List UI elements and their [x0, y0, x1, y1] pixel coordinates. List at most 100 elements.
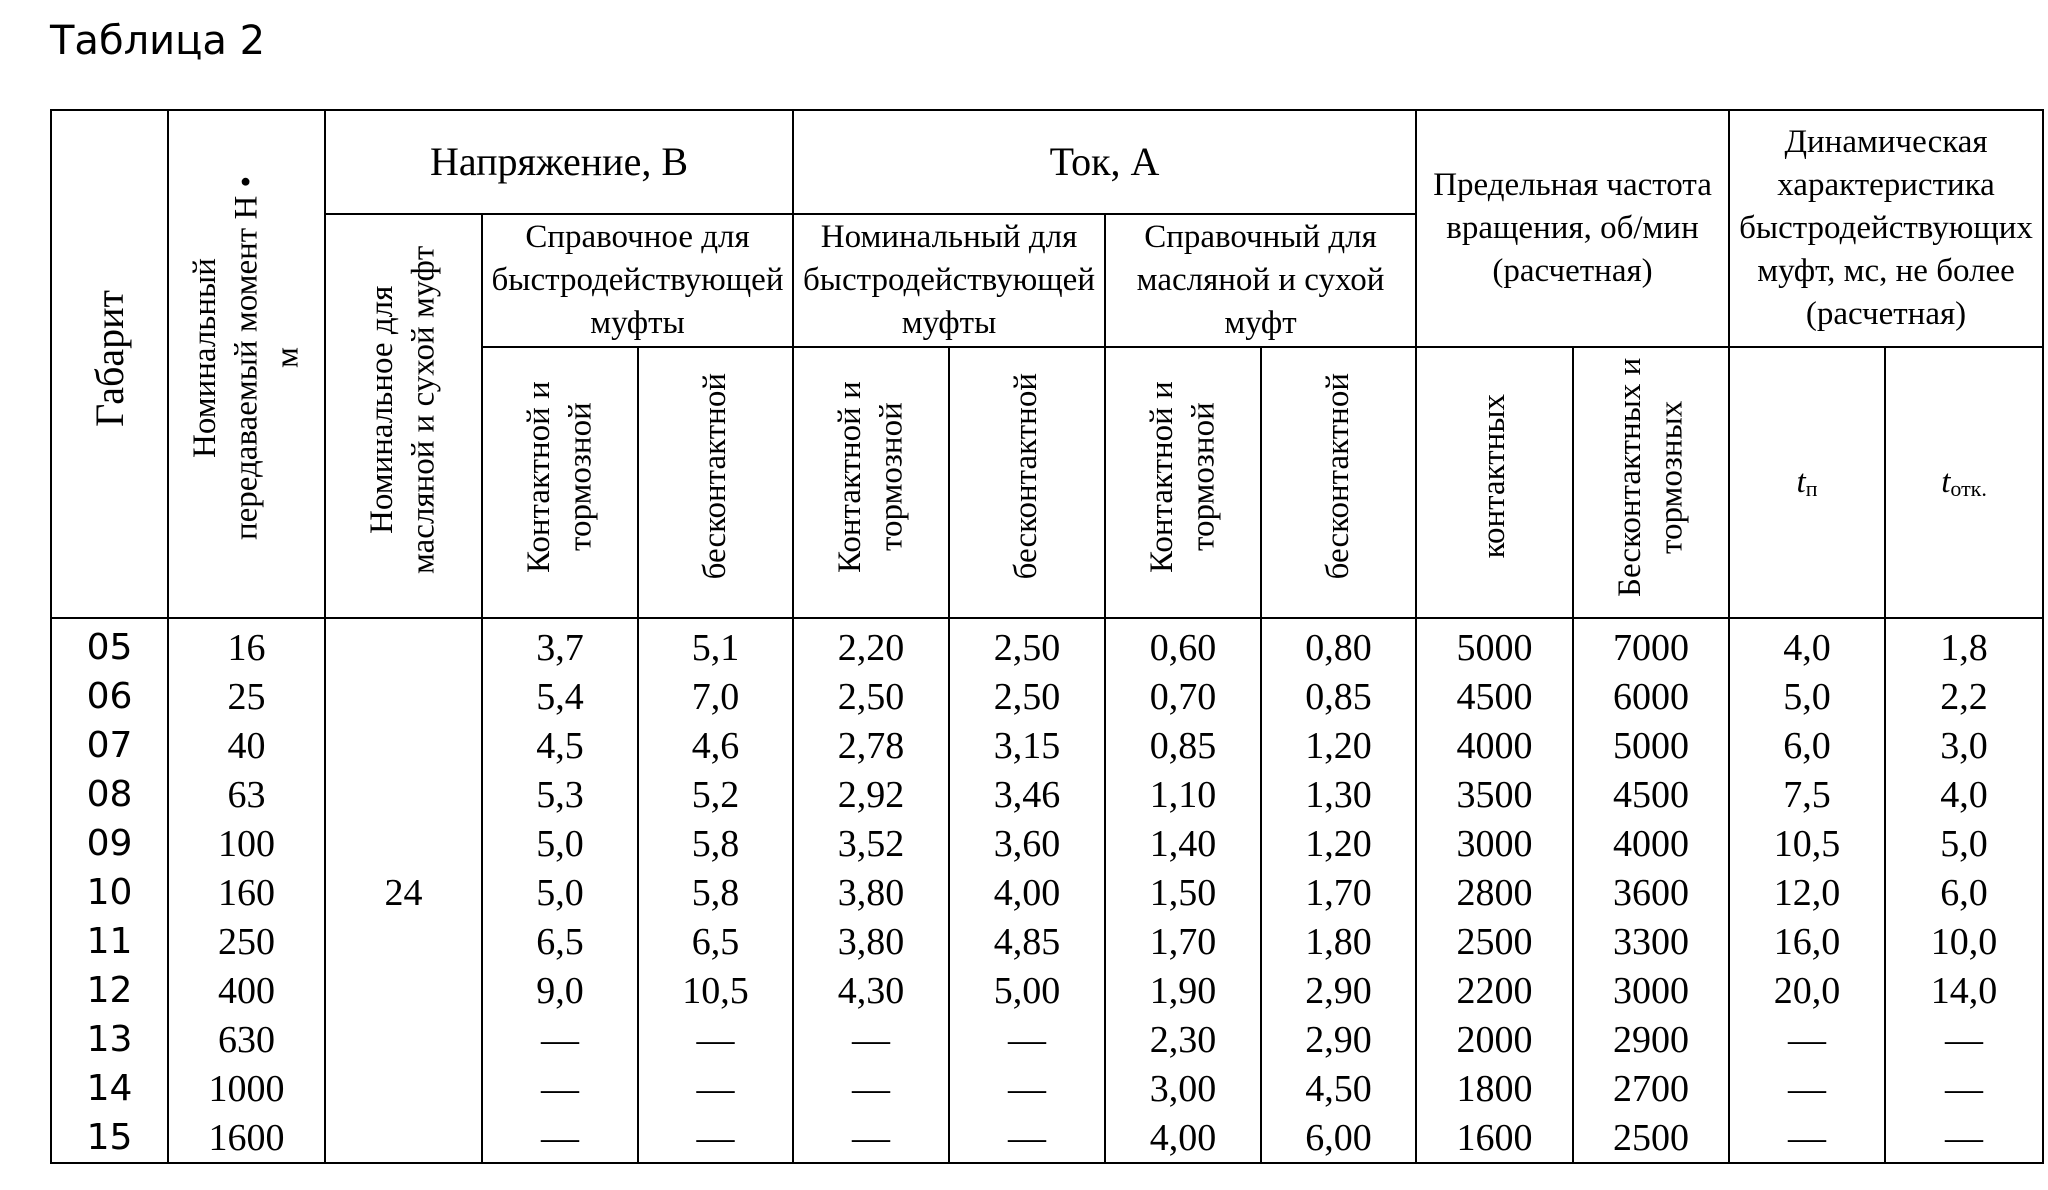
table-cell: 25	[167, 672, 326, 721]
table-cell: 3500	[1415, 770, 1575, 819]
table-cell: —	[481, 1064, 639, 1113]
table-cell: 1600	[167, 1113, 326, 1164]
table-cell: 2700	[1572, 1064, 1731, 1113]
header-moment: Номинальный передаваемый момент Н • м	[167, 109, 326, 619]
table-cell: 4000	[1415, 721, 1575, 770]
table-cell: 13	[50, 1015, 169, 1064]
table-cell: 6,0	[1728, 721, 1887, 770]
table-cell: 63	[167, 770, 326, 819]
table-cell: 0,70	[1104, 672, 1263, 721]
table-cell: —	[1728, 1064, 1887, 1113]
table-cell: —	[481, 1015, 639, 1064]
table-cell: 1,8	[1884, 617, 2045, 672]
table-cell: 15	[50, 1113, 169, 1164]
table-row: 12 400 9,0 10,5 4,30 5,00 1,90 2,90 2200 3000 20,0…	[50, 966, 2045, 1015]
table-cell: 2,2	[1884, 672, 2045, 721]
table-cell: 20,0	[1728, 966, 1887, 1015]
header-voltage-ref: Справочное для быстродействующей муфты	[480, 213, 795, 348]
header-t-on: tп	[1728, 346, 1887, 619]
table-cell: 12	[50, 966, 169, 1015]
header-gabarit: Габарит	[50, 109, 169, 619]
table-cell: 2500	[1415, 917, 1575, 966]
table-cell: 100	[167, 819, 326, 868]
table-cell: 5,8	[636, 868, 795, 917]
header-current: Ток, А	[792, 109, 1418, 215]
table-cell: 3,80	[792, 917, 951, 966]
table-cell: 2,50	[948, 672, 1107, 721]
table-row: 15 1600— — — —4,00 6,00 1600 2500— —	[50, 1113, 2045, 1164]
table-cell: 3,80	[792, 868, 951, 917]
table-cell: 1,70	[1260, 868, 1418, 917]
table-cell: —	[948, 1015, 1107, 1064]
table-cell: 10,5	[636, 966, 795, 1015]
table-cell: 4000	[1572, 819, 1731, 868]
table-cell: 5,0	[481, 868, 639, 917]
table-cell: 10,0	[1884, 917, 2045, 966]
table-cell: 6000	[1572, 672, 1731, 721]
table-cell: 7,5	[1728, 770, 1887, 819]
header-v-contact: Контактной и тормозной	[481, 346, 639, 619]
table-cell: 0,80	[1260, 617, 1418, 672]
table-row: 05 16 24 3,7 5,1 2,20 2,50 0,60 0,80 5000 7000 4,0 1…	[50, 617, 2045, 1164]
table-cell: 2,50	[948, 617, 1107, 672]
header-current-ref: Справочный для масляной и сухой муфт	[1104, 213, 1418, 348]
table-cell: 2000	[1415, 1015, 1575, 1064]
table-cell: 3,52	[792, 819, 951, 868]
table-cell: 2,90	[1260, 1015, 1418, 1064]
table-cell: 5000	[1415, 617, 1575, 672]
table-cell: 250	[167, 917, 326, 966]
table-cell: 1,30	[1260, 770, 1418, 819]
table-cell: 4,0	[1728, 617, 1887, 672]
table-cell: 3,7	[481, 617, 639, 672]
table-cell: —	[636, 1064, 795, 1113]
table-cell: —	[636, 1015, 795, 1064]
table-body: 05 16 24 3,7 5,1 2,20 2,50 0,60 0,80 5000 7000 4,0 1…	[50, 617, 2045, 1164]
table-cell: 09	[50, 819, 169, 868]
table-cell: 2,78	[792, 721, 951, 770]
table-cell: 5000	[1572, 721, 1731, 770]
table-cell: 4,30	[792, 966, 951, 1015]
table-row: 11 250 6,5 6,5 3,80 4,85 1,70 1,80 2500 3300 16,0 1…	[50, 917, 2045, 966]
table-cell: 400	[167, 966, 326, 1015]
header-t-off: tотк.	[1884, 346, 2045, 619]
table-cell: 6,00	[1260, 1113, 1418, 1164]
table-cell: 2200	[1415, 966, 1575, 1015]
table-cell: —	[481, 1113, 639, 1164]
header-iref-contact: Контактной и тормозной	[1104, 346, 1263, 619]
table-cell: 4,0	[1884, 770, 2045, 819]
table-cell: 1,80	[1260, 917, 1418, 966]
table-cell: 630	[167, 1015, 326, 1064]
table-cell: 1000	[167, 1064, 326, 1113]
table-cell: 5,8	[636, 819, 795, 868]
table-cell: 3300	[1572, 917, 1731, 966]
table-cell: 2,50	[792, 672, 951, 721]
table-cell: 6,0	[1884, 868, 2045, 917]
table-cell: 3,15	[948, 721, 1107, 770]
coupling-table: Габарит Номинальный передаваемый момент …	[50, 109, 2045, 1164]
table-cell: 11	[50, 917, 169, 966]
table-cell: —	[792, 1015, 951, 1064]
table-cell: 05	[50, 617, 169, 672]
table-cell: 3,00	[1104, 1064, 1263, 1113]
table-cell: 1,40	[1104, 819, 1263, 868]
table-cell: 4,5	[481, 721, 639, 770]
table-cell: —	[948, 1113, 1107, 1164]
table-cell: —	[636, 1113, 795, 1164]
table-cell: 3,60	[948, 819, 1107, 868]
table-cell: 9,0	[481, 966, 639, 1015]
table-cell: 0,85	[1260, 672, 1418, 721]
table-cell: 12,0	[1728, 868, 1887, 917]
table-row: 09 100 5,0 5,8 3,52 3,60 1,40 1,20 3000 4000 10,5 5…	[50, 819, 2045, 868]
table-cell: 2500	[1572, 1113, 1731, 1164]
table-cell: 40	[167, 721, 326, 770]
table-cell: 3000	[1415, 819, 1575, 868]
table-cell: 4,6	[636, 721, 795, 770]
table-cell: 5,2	[636, 770, 795, 819]
table-cell: 2,30	[1104, 1015, 1263, 1064]
table-cell: 2,90	[1260, 966, 1418, 1015]
table-cell: 5,3	[481, 770, 639, 819]
header-speed-contact: контактных	[1415, 346, 1575, 619]
table-cell: 10,5	[1728, 819, 1887, 868]
table-cell: 3,0	[1884, 721, 2045, 770]
header-i-contactless: бесконтактной	[948, 346, 1107, 619]
